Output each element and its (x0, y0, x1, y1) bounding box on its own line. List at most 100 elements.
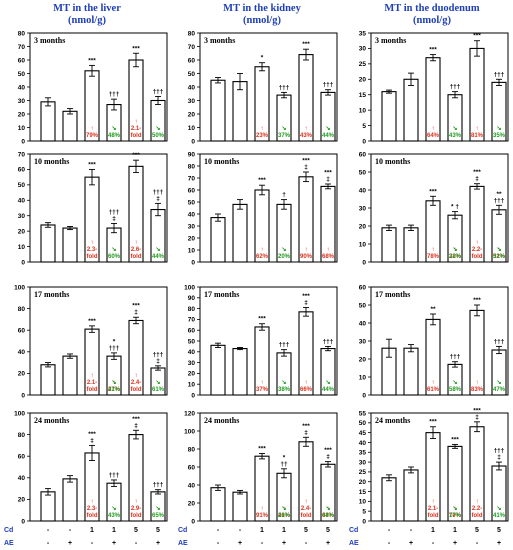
y-tick-label: 0 (191, 518, 195, 525)
ae-treatment-value: + (453, 540, 457, 547)
y-tick-label: 40 (18, 84, 26, 91)
y-tick-label: 30 (18, 213, 26, 220)
y-tick-label: 50 (188, 71, 196, 78)
y-tick-label: 45 (359, 430, 367, 437)
cd-dose-value: 5 (134, 527, 138, 534)
significance-mark: ††† (109, 472, 120, 479)
increase-annotation: 43% (300, 133, 313, 139)
decrease-annotation: 44% (322, 133, 335, 139)
y-tick-label: 20 (359, 223, 367, 230)
increase-annotation: ↑ (113, 380, 116, 386)
increase-annotation: ↑ (432, 247, 435, 253)
decrease-annotation: 41% (493, 513, 506, 519)
y-tick-label: 40 (188, 349, 196, 356)
y-tick-label: 60 (18, 454, 26, 461)
significance-mark: ††† (109, 91, 120, 98)
ae-row-label: AE (178, 540, 188, 547)
ae-treatment-value: - (388, 540, 391, 547)
y-tick-label: 60 (188, 57, 196, 64)
increase-annotation: 2.1- (87, 380, 97, 386)
increase-annotation: 64% (427, 133, 440, 139)
y-tick-label: 5 (362, 508, 366, 515)
bar (62, 478, 78, 522)
bar (210, 487, 226, 522)
bar (232, 348, 248, 396)
y-tick-label: 30 (359, 459, 367, 466)
significance-mark: *** (88, 57, 96, 64)
increase-annotation: 52% (493, 254, 506, 260)
significance-mark: ††† (109, 209, 120, 216)
y-tick-label: 20 (359, 356, 367, 363)
y-tick-label: 40 (18, 198, 26, 205)
decrease-annotation: ↘ (155, 506, 160, 512)
increase-annotation: fold (472, 513, 483, 519)
bar (210, 217, 226, 263)
increase-annotation: ↑ (261, 506, 264, 512)
decrease-annotation: ↘ (496, 126, 501, 132)
y-tick-label: 40 (188, 482, 196, 489)
significance-mark: ††† (153, 189, 164, 196)
decrease-annotation: 22% (449, 254, 462, 260)
y-tick-label: 35 (359, 450, 367, 457)
increase-annotation: 23% (256, 133, 269, 139)
significance-mark: ††† (450, 84, 461, 91)
increase-annotation: 2.1- (131, 126, 141, 132)
decrease-annotation: ↘ (281, 247, 286, 253)
increase-annotation: ↑ (305, 380, 308, 386)
header-duodenum-unit: (nmol/g) (413, 15, 451, 26)
y-tick-label: 50 (359, 169, 367, 176)
y-tick-label: 70 (188, 175, 196, 182)
decrease-annotation: 37% (278, 133, 291, 139)
y-tick-label: 60 (188, 328, 196, 335)
significance-mark: *** (132, 152, 140, 159)
decrease-annotation: ↘ (155, 247, 160, 253)
significance-mark: ††† (494, 197, 505, 204)
cd-dose-value: 1 (112, 527, 116, 534)
increase-annotation: fold (472, 254, 483, 260)
y-tick-label: 40 (359, 440, 367, 447)
cd-dose-value: 5 (156, 527, 160, 534)
significance-mark: ‡ (112, 215, 116, 222)
y-tick-label: 30 (188, 223, 196, 230)
decrease-annotation: 58% (449, 387, 462, 393)
ae-treatment-value: + (68, 540, 72, 547)
increase-annotation: 2.9- (131, 506, 141, 512)
y-tick-label: 0 (362, 518, 366, 525)
cd-dose-value: - (410, 527, 413, 534)
significance-mark: ‡ (304, 164, 308, 171)
y-tick-label: 10 (18, 125, 26, 132)
increase-annotation: 83% (471, 387, 484, 393)
y-tick-label: 60 (18, 167, 26, 174)
decrease-annotation: ↘ (111, 380, 116, 386)
y-tick-label: 60 (359, 151, 367, 158)
y-tick-label: 90 (188, 151, 196, 158)
y-tick-label: 0 (362, 138, 366, 145)
decrease-annotation: 47% (493, 387, 506, 393)
bar (403, 469, 419, 522)
increase-annotation: ↑ (476, 380, 479, 386)
increase-annotation: ↑ (135, 499, 138, 505)
cd-dose-value: 1 (282, 527, 286, 534)
decrease-annotation: 20% (278, 254, 291, 260)
cd-row-label: Cd (178, 527, 187, 534)
increase-annotation: ↑ (327, 506, 330, 512)
decrease-annotation: ↘ (155, 126, 160, 132)
significance-mark: *** (88, 431, 96, 438)
y-tick-label: 50 (18, 182, 26, 189)
increase-annotation: ↑ (454, 247, 457, 253)
y-tick-label: 40 (359, 187, 367, 194)
y-tick-label: 80 (188, 163, 196, 170)
decrease-annotation: ↘ (452, 247, 457, 253)
significance-mark: *** (473, 169, 481, 176)
increase-annotation: 70% (449, 513, 462, 519)
significance-mark: ††† (323, 338, 334, 345)
ae-treatment-value: + (282, 540, 286, 547)
panel-title: 17 months (375, 290, 410, 299)
increase-annotation: ↑ (432, 499, 435, 505)
y-tick-label: 100 (14, 284, 25, 291)
y-tick-label: 0 (191, 138, 195, 145)
y-tick-label: 50 (359, 302, 367, 309)
